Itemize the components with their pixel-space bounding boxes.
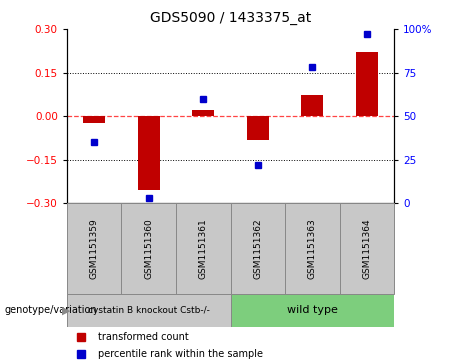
Text: genotype/variation: genotype/variation	[5, 305, 97, 315]
Bar	[301, 95, 323, 116]
FancyBboxPatch shape	[285, 203, 340, 294]
FancyBboxPatch shape	[121, 203, 176, 294]
Text: GSM1151361: GSM1151361	[199, 218, 208, 279]
Text: cystatin B knockout Cstb-/-: cystatin B knockout Cstb-/-	[88, 306, 210, 315]
Text: GSM1151360: GSM1151360	[144, 218, 153, 279]
Title: GDS5090 / 1433375_at: GDS5090 / 1433375_at	[150, 11, 311, 25]
Text: GSM1151359: GSM1151359	[89, 218, 99, 279]
Text: transformed count: transformed count	[98, 332, 189, 342]
FancyBboxPatch shape	[340, 203, 394, 294]
Bar	[247, 116, 269, 140]
Text: ▶: ▶	[62, 305, 71, 315]
Text: percentile rank within the sample: percentile rank within the sample	[98, 349, 263, 359]
Text: GSM1151363: GSM1151363	[308, 218, 317, 279]
Text: GSM1151364: GSM1151364	[362, 218, 372, 279]
Bar	[83, 116, 105, 123]
FancyBboxPatch shape	[230, 294, 394, 327]
FancyBboxPatch shape	[176, 203, 230, 294]
Bar	[138, 116, 160, 190]
FancyBboxPatch shape	[67, 203, 121, 294]
Bar	[356, 52, 378, 116]
FancyBboxPatch shape	[230, 203, 285, 294]
FancyBboxPatch shape	[67, 294, 230, 327]
Text: wild type: wild type	[287, 305, 338, 315]
Bar	[192, 110, 214, 116]
Text: GSM1151362: GSM1151362	[253, 218, 262, 279]
